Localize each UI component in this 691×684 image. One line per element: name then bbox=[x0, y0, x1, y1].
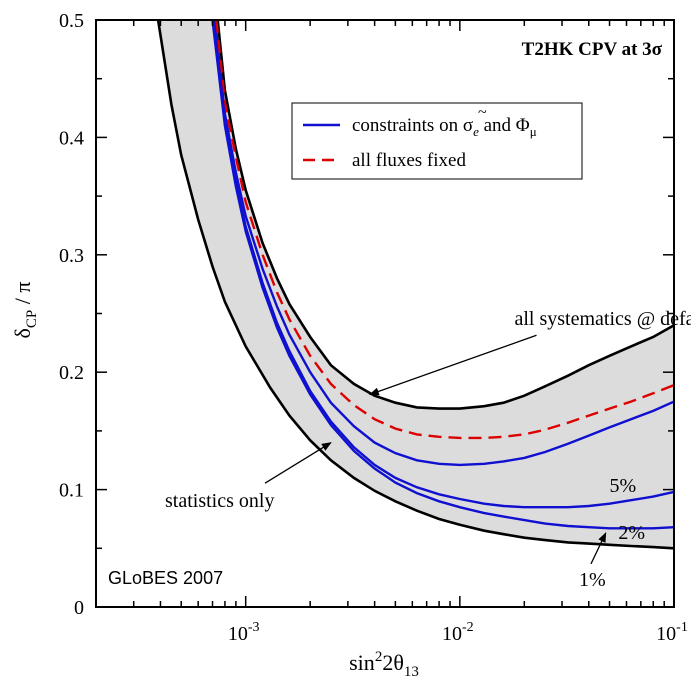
x-label-sup: 2 bbox=[375, 649, 383, 665]
y-label-rest: / π bbox=[10, 282, 35, 310]
x-axis-label: sin22θ13 bbox=[349, 649, 419, 680]
y-axis-label: δCP / π bbox=[10, 282, 40, 339]
x-label-base: sin bbox=[349, 650, 375, 675]
annotation-arrow-0 bbox=[368, 334, 537, 396]
x-tick-exp: -2 bbox=[462, 620, 474, 635]
legend-tilde: ~ bbox=[478, 104, 487, 121]
x-label-sub: 13 bbox=[404, 664, 419, 680]
y-label-delta: δ bbox=[10, 328, 35, 338]
band-fill bbox=[158, 20, 674, 549]
annotation-arrow-4 bbox=[590, 532, 607, 565]
series-line-1 bbox=[215, 20, 674, 440]
systematics-band bbox=[156, 20, 674, 550]
legend-label-fixed: all fluxes fixed bbox=[352, 150, 466, 171]
y-label-sub: CP bbox=[24, 310, 40, 328]
annotations: all systematics @ default statistics only… bbox=[165, 308, 691, 591]
y-tick-label: 0.2 bbox=[59, 362, 84, 384]
legend-label-pre: constraints on bbox=[352, 115, 463, 136]
x-tick-exp: -1 bbox=[676, 620, 688, 635]
axis-ticks bbox=[95, 19, 674, 608]
band-lower-curve bbox=[156, 20, 674, 550]
x-tick-exp: -3 bbox=[248, 620, 260, 635]
legend: constraints on σe and Φμ ~ all fluxes fi… bbox=[291, 102, 583, 180]
annotation-arrow-1 bbox=[264, 442, 332, 484]
x-tick-base: 10 bbox=[442, 623, 462, 645]
tick-labels: 00.10.20.30.40.510-3 10-2 10-1 bbox=[59, 10, 688, 645]
chart-title: T2HK CPV at 3σ bbox=[522, 39, 663, 60]
legend-box bbox=[291, 102, 583, 180]
x-label-mid: 2θ bbox=[382, 650, 404, 675]
x-tick-base: 10 bbox=[656, 623, 676, 645]
annotation-label-0: all systematics @ default bbox=[515, 308, 691, 330]
y-tick-label: 0.1 bbox=[59, 480, 84, 502]
legend-sigma-symbol: σ bbox=[463, 115, 473, 136]
annotation-label-3: 2% bbox=[618, 522, 645, 544]
legend-label-mid: and Φ bbox=[479, 115, 530, 136]
series-line-2 bbox=[212, 20, 674, 509]
y-tick-label: 0.5 bbox=[59, 10, 84, 32]
y-tick-label: 0.3 bbox=[59, 245, 84, 267]
x-tick-label: 10-3 bbox=[228, 620, 260, 645]
series-curves bbox=[211, 20, 674, 530]
legend-sigma-sub: e bbox=[473, 124, 479, 139]
band-upper-curve bbox=[216, 20, 674, 410]
legend-label-constraints: constraints on σe and Φμ bbox=[352, 115, 537, 139]
annotation-label-4: 1% bbox=[579, 569, 606, 591]
y-tick-label: 0 bbox=[74, 597, 84, 619]
y-tick-label: 0.4 bbox=[59, 127, 84, 149]
series-line-3 bbox=[211, 20, 674, 530]
annotation-label-1: statistics only bbox=[165, 490, 274, 512]
x-tick-label: 10-1 bbox=[656, 620, 688, 645]
x-tick-label: 10-2 bbox=[442, 620, 474, 645]
x-tick-base: 10 bbox=[228, 623, 248, 645]
watermark: GLoBES 2007 bbox=[108, 568, 223, 588]
series-line-0 bbox=[213, 20, 674, 467]
annotation-label-2: 5% bbox=[610, 475, 637, 497]
legend-phi-sub: μ bbox=[530, 124, 537, 139]
